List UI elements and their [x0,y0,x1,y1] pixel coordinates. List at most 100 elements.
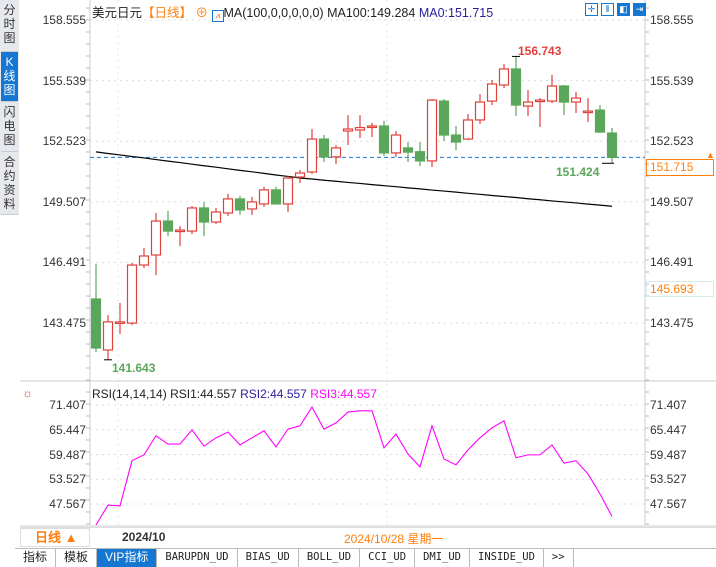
recent-low-annotation: 151.424 [556,165,600,179]
month-label: 2024/10 [122,530,166,544]
candle-up [498,68,510,86]
left-price-label: 152.523 [42,134,86,149]
candle-up [426,99,438,162]
add-icon[interactable]: ⊕ [195,6,209,20]
candle-up [354,126,366,131]
candle-down [402,147,414,153]
sidebar-tab-timeshare[interactable]: 分时图 [1,0,18,52]
indicator-tab[interactable]: BOLL_UD [299,549,361,567]
candle-up [582,110,594,114]
indicator-tabs: 指标 模板 VIP指标 BARUPDN_UD BIAS_UD BOLL_UD CCI_UD D… [15,548,716,567]
candle-up [474,101,486,121]
indicator-tab[interactable]: VIP指标 [97,549,158,567]
candle-down [438,100,450,136]
candle-up [258,189,270,205]
period-selector-label: 日线 [35,530,62,545]
high-price-annotation: 156.743 [518,44,562,58]
candle-up [210,211,222,223]
rsi3-value: RSI3:44.557 [310,387,377,401]
rsi-line [95,406,613,526]
indicator-tab[interactable]: INSIDE_UD [470,549,544,567]
candle-down [450,134,462,143]
period-label[interactable]: 【日线】 [142,6,193,20]
left-rsi-label: 59.487 [49,447,86,462]
candle-up [186,207,198,232]
price-pointer-icon[interactable]: ▲ [706,150,715,160]
right-price-label: 158.555 [650,13,694,27]
left-rsi-label: 71.407 [49,398,86,412]
right-price-label: 152.523 [650,134,694,149]
candle-up [390,134,402,154]
candle-up [522,101,534,107]
right-price-label: 146.491 [650,255,694,270]
period-selector[interactable]: 日线 ▲ [20,528,90,547]
candle-up [138,255,150,266]
right-rsi-label: 47.567 [650,497,687,511]
right-rsi-label: 65.447 [650,422,687,437]
candle-down [594,109,606,133]
indicator-tab[interactable]: BIAS_UD [238,549,299,567]
candle-up [330,147,342,158]
candle-up [570,97,582,103]
candle-up [222,198,234,214]
left-price-label: 158.555 [42,13,86,27]
scroll-right-icon[interactable]: ⇥ [633,3,646,16]
indicator-tab[interactable]: BARUPDN_UD [157,549,238,567]
indicator-tab[interactable]: DMI_UD [415,549,470,567]
cursor-price-label: 145.693 [646,281,714,297]
candle-up [126,264,138,324]
zoom-range-icon[interactable]: ⫴ [601,3,614,16]
candle-down [234,198,246,211]
candle-down [198,207,210,223]
ma100-line [95,151,613,207]
left-price-label: 143.475 [42,315,86,330]
rsi-params[interactable]: RSI(14,14,14) [92,387,167,401]
current-price-label: 151.715 [646,159,714,176]
crosshair-icon[interactable]: ✛ [585,3,598,16]
symbol-name: 美元日元 [92,6,143,20]
cursor-date-label: 2024/10/28 星期一 [344,532,444,546]
ma-params[interactable]: MA(100,0,0,0,0,0) [223,6,324,20]
indicator-tab[interactable]: CCI_UD [360,549,416,567]
candle-up [462,119,474,140]
right-price-label: 155.539 [650,73,694,88]
ma100-value: MA100:149.284 [327,6,416,20]
right-rsi-label: 59.487 [650,447,687,462]
candle-up [546,85,558,102]
candle-down [378,125,390,154]
left-rsi-label: 47.567 [49,497,86,511]
candle-up [534,99,546,103]
rsi1-value: RSI1:44.557 [170,387,237,401]
sidebar-tab-flash[interactable]: 闪电图 [1,102,18,152]
candle-up [150,220,162,256]
rsi-header: RSI(14,14,14) RSI1:44.557 RSI2:44.557 RS… [92,387,377,401]
candle-down [414,151,426,162]
left-rsi-label: 53.527 [49,472,86,487]
rsi2-value: RSI2:44.557 [240,387,307,401]
right-price-label: 143.475 [650,315,694,330]
left-price-label: 149.507 [42,194,86,209]
date-bar: 日线 ▲ 2024/10 2024/10/28 星期一 [20,527,716,547]
chart-type-sidebar: 分时图 K线图 闪电图 合约资料 [0,0,19,215]
indicator-tab[interactable]: 指标 [15,549,57,567]
candle-down [90,298,102,349]
candle-up [366,125,378,129]
right-price-label: 149.507 [650,194,694,209]
right-rsi-label: 53.527 [650,472,687,487]
indicator-tab[interactable]: >> [544,549,574,567]
rsi-settings-icon[interactable]: ☼ [22,386,33,400]
sidebar-tab-kline[interactable]: K线图 [1,52,18,102]
chart-header: 美元日元【日线】 ⊕ ⩘ MA(100,0,0,0,0,0) MA100:149.… [92,2,493,22]
right-rsi-label: 71.407 [650,398,687,412]
scroll-left-icon[interactable]: ◧ [617,3,630,16]
sidebar-tab-contract[interactable]: 合约资料 [1,152,18,215]
indicator-chart-icon[interactable]: ⩘ [211,10,224,22]
candle-up [114,321,126,324]
candle-up [342,128,354,132]
indicator-tab[interactable]: 模板 [56,549,98,567]
candle-down [606,132,618,159]
candle-up [102,321,114,351]
candle-down [270,189,282,205]
candle-up [486,83,498,102]
